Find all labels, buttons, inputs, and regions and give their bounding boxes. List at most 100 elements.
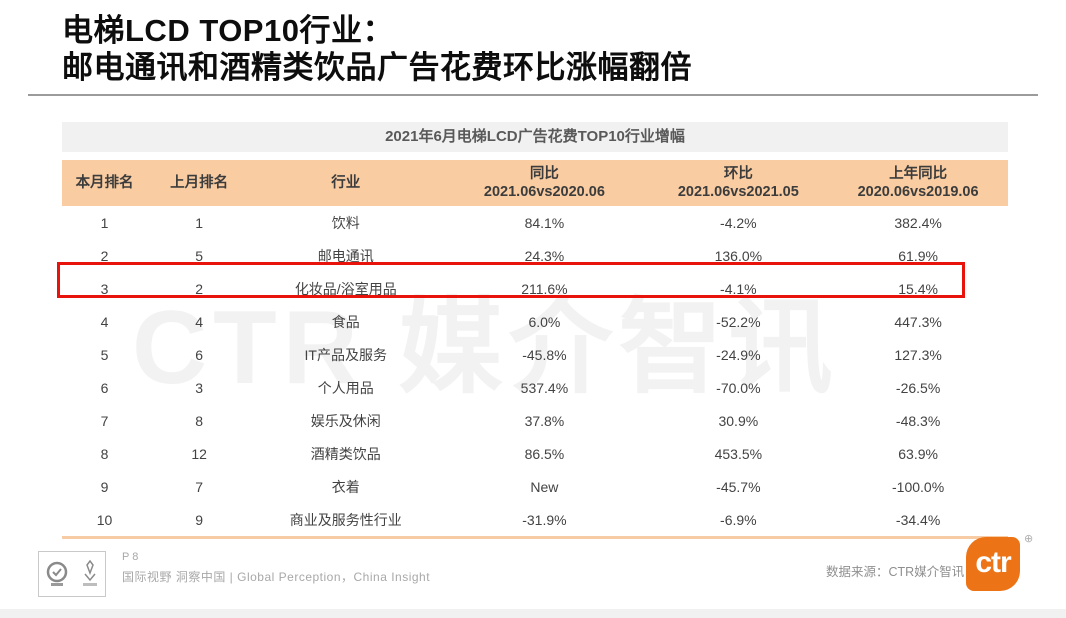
cell-current-rank: 7 (100, 412, 109, 429)
cell-industry: 娱乐及休闲 (310, 412, 381, 429)
table-row: 8 12 酒精类饮品 86.5% 453.5% 63.9% (62, 437, 1008, 470)
cell-industry: IT产品及服务 (304, 346, 387, 363)
cell-current-rank: 5 (100, 346, 109, 363)
col-header-prevyear: 上年同比 2020.06vs2019.06 (828, 160, 1008, 206)
table-header-row: 本月排名 上月排名 行业 同比 2021.06vs2020.06 环比 2021… (62, 160, 1008, 206)
slide-title-line2: 邮电通讯和酒精类饮品广告花费环比涨幅翻倍 (62, 50, 692, 85)
cell-prevyear-value: 447.3% (894, 313, 942, 330)
cell-current-rank: 6 (100, 379, 109, 396)
cell-prevyear-value: -26.5% (895, 379, 941, 396)
sgs-certification-icon (45, 559, 69, 589)
cell-last-rank: 7 (195, 478, 204, 495)
cell-mom-value: 136.0% (714, 247, 763, 264)
cell-prevyear-value: 127.3% (894, 346, 942, 363)
cell-last-rank: 5 (195, 247, 204, 264)
cell-mom-value: -52.2% (716, 313, 761, 330)
cell-last-rank: 8 (195, 412, 204, 429)
highlight-box (57, 262, 965, 298)
cell-prevyear-value: 15.4% (898, 280, 938, 297)
col-header-label: 本月排名 (75, 175, 134, 191)
cell-mom-value: -6.9% (720, 511, 757, 528)
table-body: 1 1 饮料 84.1% -4.2% 382.4% 2 5 邮电通讯 24.3% 136.0% 61.… (62, 206, 1008, 538)
table-caption: 2021年6月电梯LCD广告花费TOP10行业增幅 (62, 122, 1008, 152)
cell-current-rank: 1 (100, 214, 109, 231)
cell-last-rank: 4 (195, 313, 204, 330)
table-row: 4 4 食品 6.0% -52.2% 447.3% (62, 305, 1008, 338)
cell-last-rank: 2 (195, 280, 204, 297)
col-header-label: 行业 (331, 175, 361, 191)
slide-title: 电梯LCD TOP10行业： 邮电通讯和酒精类饮品广告花费环比涨幅翻倍 (62, 12, 692, 86)
cell-yoy-value: 84.1% (524, 214, 565, 231)
col-header-yoy: 同比 2021.06vs2020.06 (440, 160, 649, 206)
table-row: 10 9 商业及服务性行业 -31.9% -6.9% -34.4% (62, 503, 1008, 538)
cell-prevyear-value: -48.3% (895, 412, 941, 429)
col-header-industry: 行业 (251, 160, 441, 206)
cell-mom-value: -70.0% (716, 379, 761, 396)
cell-mom-value: -45.7% (716, 478, 761, 495)
cell-prevyear-value: -34.4% (895, 511, 941, 528)
industry-table: 2021年6月电梯LCD广告花费TOP10行业增幅 本月排名 上月排名 行业 同… (57, 122, 1008, 539)
cell-industry: 商业及服务性行业 (289, 511, 402, 528)
table-row: 6 3 个人用品 537.4% -70.0% -26.5% (62, 371, 1008, 404)
watermark-text: CTR 媒介智讯 (132, 290, 839, 406)
cell-industry: 衣着 (331, 478, 360, 495)
cell-yoy-value: 537.4% (520, 379, 569, 396)
cell-industry: 邮电通讯 (317, 247, 374, 264)
col-header-current-rank: 本月排名 (62, 160, 148, 206)
cell-last-rank: 1 (195, 214, 204, 231)
table-row: 1 1 饮料 84.1% -4.2% 382.4% (62, 206, 1008, 239)
caption-gap (62, 152, 1008, 160)
title-divider (28, 94, 1038, 96)
cell-industry: 食品 (331, 313, 360, 330)
cell-mom-value: 453.5% (714, 445, 763, 462)
footer-tagline: 国际视野 洞察中国 | Global Perception，China Insi… (122, 570, 431, 584)
page-number: P 8 (122, 551, 139, 563)
cell-yoy-value: 86.5% (524, 445, 565, 462)
cell-prevyear-value: 61.9% (898, 247, 938, 264)
cell-yoy-value: New (530, 478, 559, 495)
col-header-label: 上月排名 (170, 175, 229, 191)
bottom-edge-strip (0, 609, 1066, 618)
cell-last-rank: 3 (195, 379, 204, 396)
cell-mom-value: -24.9% (716, 346, 761, 363)
cell-yoy-value: 6.0% (528, 313, 561, 330)
cell-last-rank: 9 (195, 511, 204, 528)
cell-industry: 饮料 (331, 214, 360, 231)
cell-industry: 化妆品/浴室用品 (294, 280, 397, 297)
col-header-sublabel: 2021.06vs2020.06 (483, 184, 605, 200)
cell-mom-value: -4.1% (720, 280, 757, 297)
table-row: 3 2 化妆品/浴室用品 211.6% -4.1% 15.4% (62, 272, 1008, 305)
cell-yoy-value: -31.9% (522, 511, 567, 528)
col-header-sublabel: 2021.06vs2021.05 (677, 184, 799, 200)
col-header-sublabel: 2020.06vs2019.06 (857, 184, 979, 200)
cell-yoy-value: 211.6% (521, 280, 568, 297)
data-source-label: 数据来源：CTR媒介智讯 (826, 565, 965, 579)
cell-industry: 个人用品 (317, 379, 374, 396)
col-header-label: 上年同比 (889, 166, 948, 182)
cell-prevyear-value: 63.9% (898, 445, 938, 462)
col-header-mom: 环比 2021.06vs2021.05 (648, 160, 829, 206)
cell-current-rank: 10 (96, 511, 113, 528)
table-row: 5 6 IT产品及服务 -45.8% -24.9% 127.3% (62, 338, 1008, 371)
cell-current-rank: 3 (100, 280, 109, 297)
ukas-certification-icon (80, 559, 100, 589)
table-row: 7 8 娱乐及休闲 37.8% 30.9% -48.3% (62, 404, 1008, 437)
cell-current-rank: 4 (100, 313, 109, 330)
cell-last-rank: 12 (191, 445, 207, 462)
industry-data-table: 本月排名 上月排名 行业 同比 2021.06vs2020.06 环比 2021… (62, 160, 1008, 539)
slide-title-line1: 电梯LCD TOP10行业： (62, 13, 394, 48)
cell-yoy-value: 37.8% (524, 412, 565, 429)
cell-mom-value: -4.2% (720, 214, 757, 231)
cell-yoy-value: 24.3% (524, 247, 565, 264)
col-header-last-rank: 上月排名 (147, 160, 252, 206)
ctr-logo: ctr (966, 537, 1020, 591)
cell-prevyear-value: -100.0% (892, 478, 945, 495)
cell-yoy-value: -45.8% (522, 346, 567, 363)
certification-box (38, 551, 106, 597)
table-header: 本月排名 上月排名 行业 同比 2021.06vs2020.06 环比 2021… (62, 160, 1008, 206)
cell-last-rank: 6 (195, 346, 204, 363)
table-row: 2 5 邮电通讯 24.3% 136.0% 61.9% (62, 239, 1008, 272)
cell-current-rank: 9 (100, 478, 109, 495)
cell-mom-value: 30.9% (718, 412, 759, 429)
col-header-label: 环比 (723, 166, 753, 182)
